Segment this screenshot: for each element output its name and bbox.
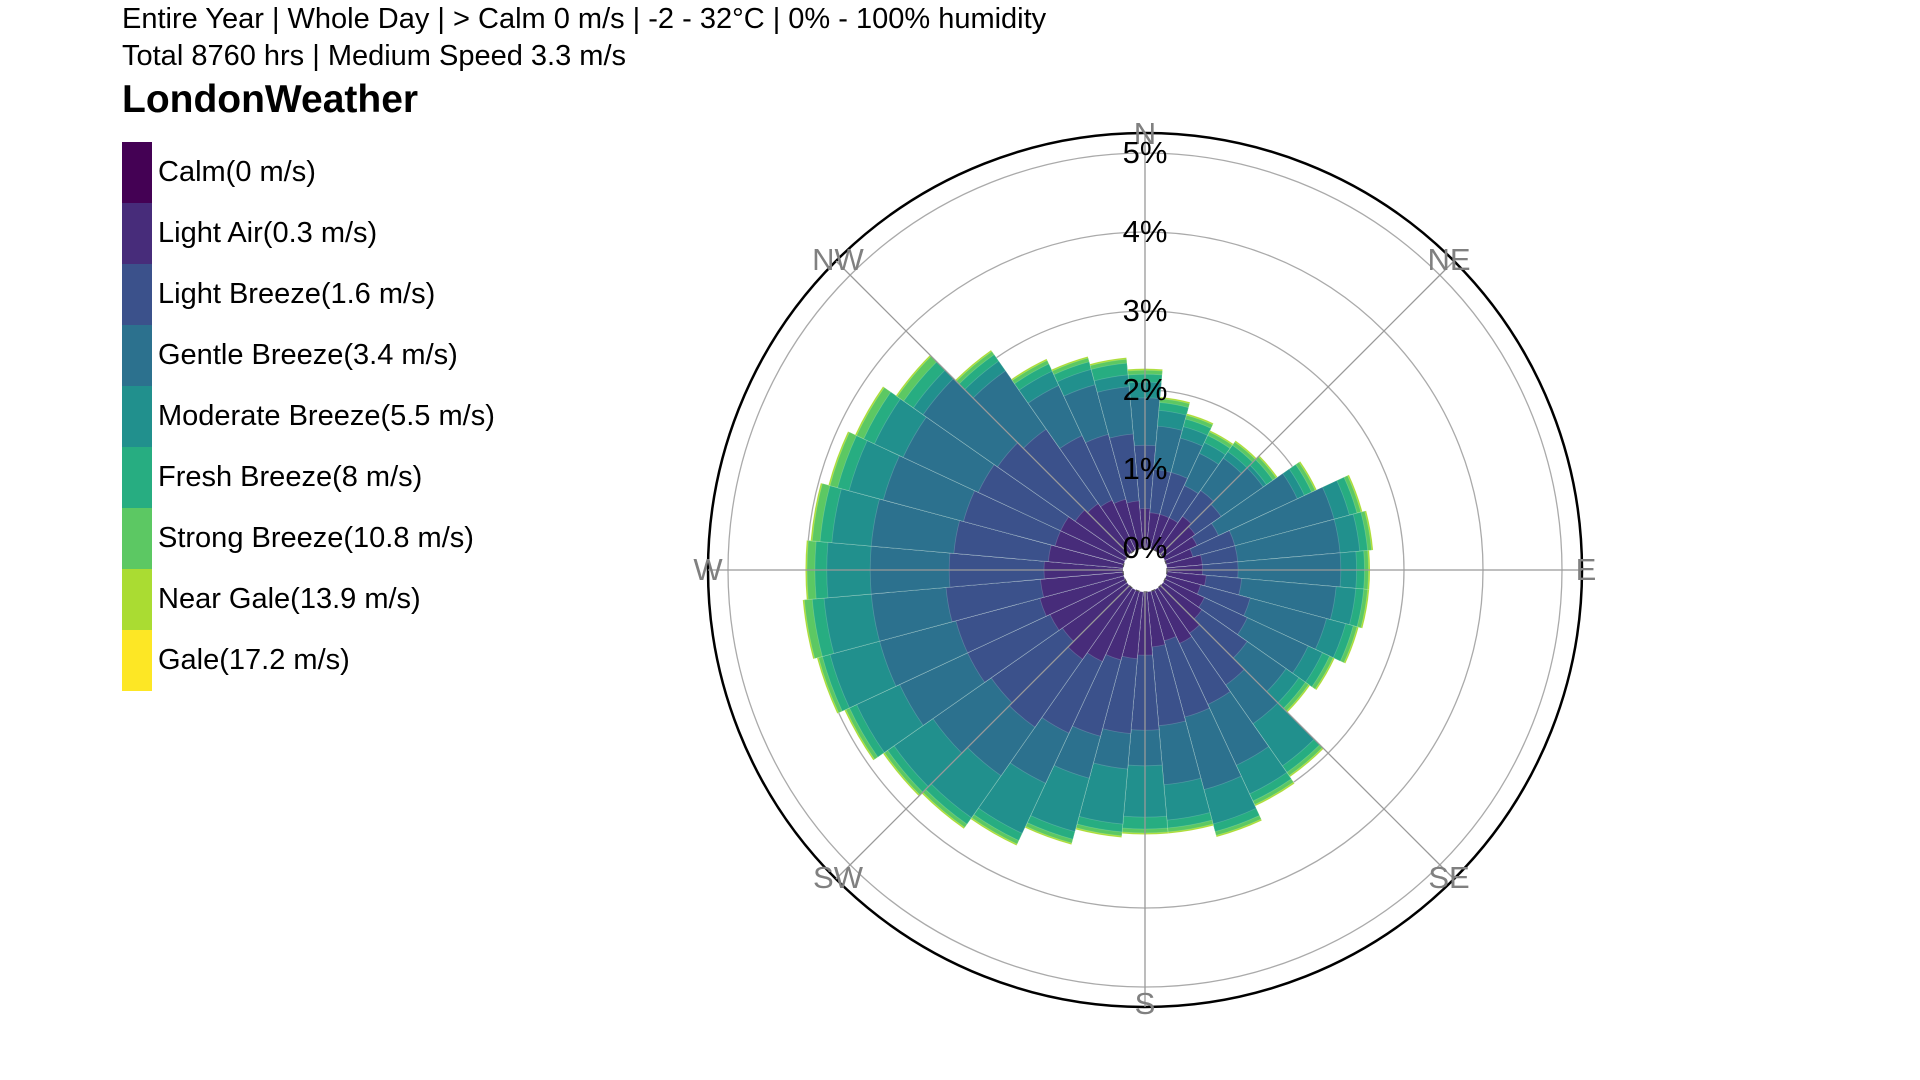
direction-label: SW (813, 860, 864, 895)
legend-label: Strong Breeze(10.8 m/s) (158, 522, 474, 554)
legend-swatch (122, 142, 152, 203)
legend-swatch (122, 264, 152, 325)
chart-subtitle-filters: Entire Year | Whole Day | > Calm 0 m/s |… (122, 3, 1047, 35)
direction-label: NW (812, 242, 864, 277)
legend-swatch (122, 386, 152, 447)
direction-spokes (708, 133, 1582, 1007)
legend-swatch (122, 203, 152, 264)
legend-label: Calm(0 m/s) (158, 156, 316, 188)
legend-label: Light Breeze(1.6 m/s) (158, 278, 436, 310)
legend-swatch (122, 447, 152, 508)
radial-tick-label: 2% (1123, 372, 1168, 407)
wind-rose-bars (802, 349, 1374, 847)
legend-label: Near Gale(13.9 m/s) (158, 583, 421, 615)
axis-labels: N NE E SE S SW W NW 0% 1% 2% 3% 4% 5% (693, 116, 1596, 1021)
direction-label: E (1576, 552, 1597, 587)
direction-label: N (1134, 116, 1156, 151)
legend-label: Fresh Breeze(8 m/s) (158, 461, 423, 493)
direction-spoke (1160, 585, 1455, 880)
radial-tick-label: 0% (1123, 530, 1168, 565)
chart-subtitle-totals: Total 8760 hrs | Medium Speed 3.3 m/s (122, 40, 627, 72)
radial-tick-label: 1% (1123, 451, 1168, 486)
direction-label: SE (1428, 860, 1469, 895)
direction-label: W (693, 552, 723, 587)
legend-swatch (122, 508, 152, 569)
legend-label: Gale(17.2 m/s) (158, 644, 350, 676)
chart-title: LondonWeather (122, 78, 419, 121)
center-hole (1123, 548, 1167, 592)
radial-tick-label: 4% (1123, 214, 1168, 249)
radial-tick-label: 3% (1123, 293, 1168, 328)
direction-label: NE (1427, 242, 1470, 277)
legend-label: Moderate Breeze(5.5 m/s) (158, 400, 495, 432)
radial-tick-label: 5% (1123, 135, 1168, 170)
legend-label: Light Air(0.3 m/s) (158, 217, 378, 249)
legend-swatch (122, 630, 152, 691)
direction-spoke (835, 260, 1130, 555)
direction-spoke (1160, 260, 1455, 555)
direction-spoke (835, 585, 1130, 880)
legend-swatch (122, 569, 152, 630)
legend-label: Gentle Breeze(3.4 m/s) (158, 339, 458, 371)
direction-label: S (1135, 986, 1156, 1021)
legend-swatch (122, 325, 152, 386)
